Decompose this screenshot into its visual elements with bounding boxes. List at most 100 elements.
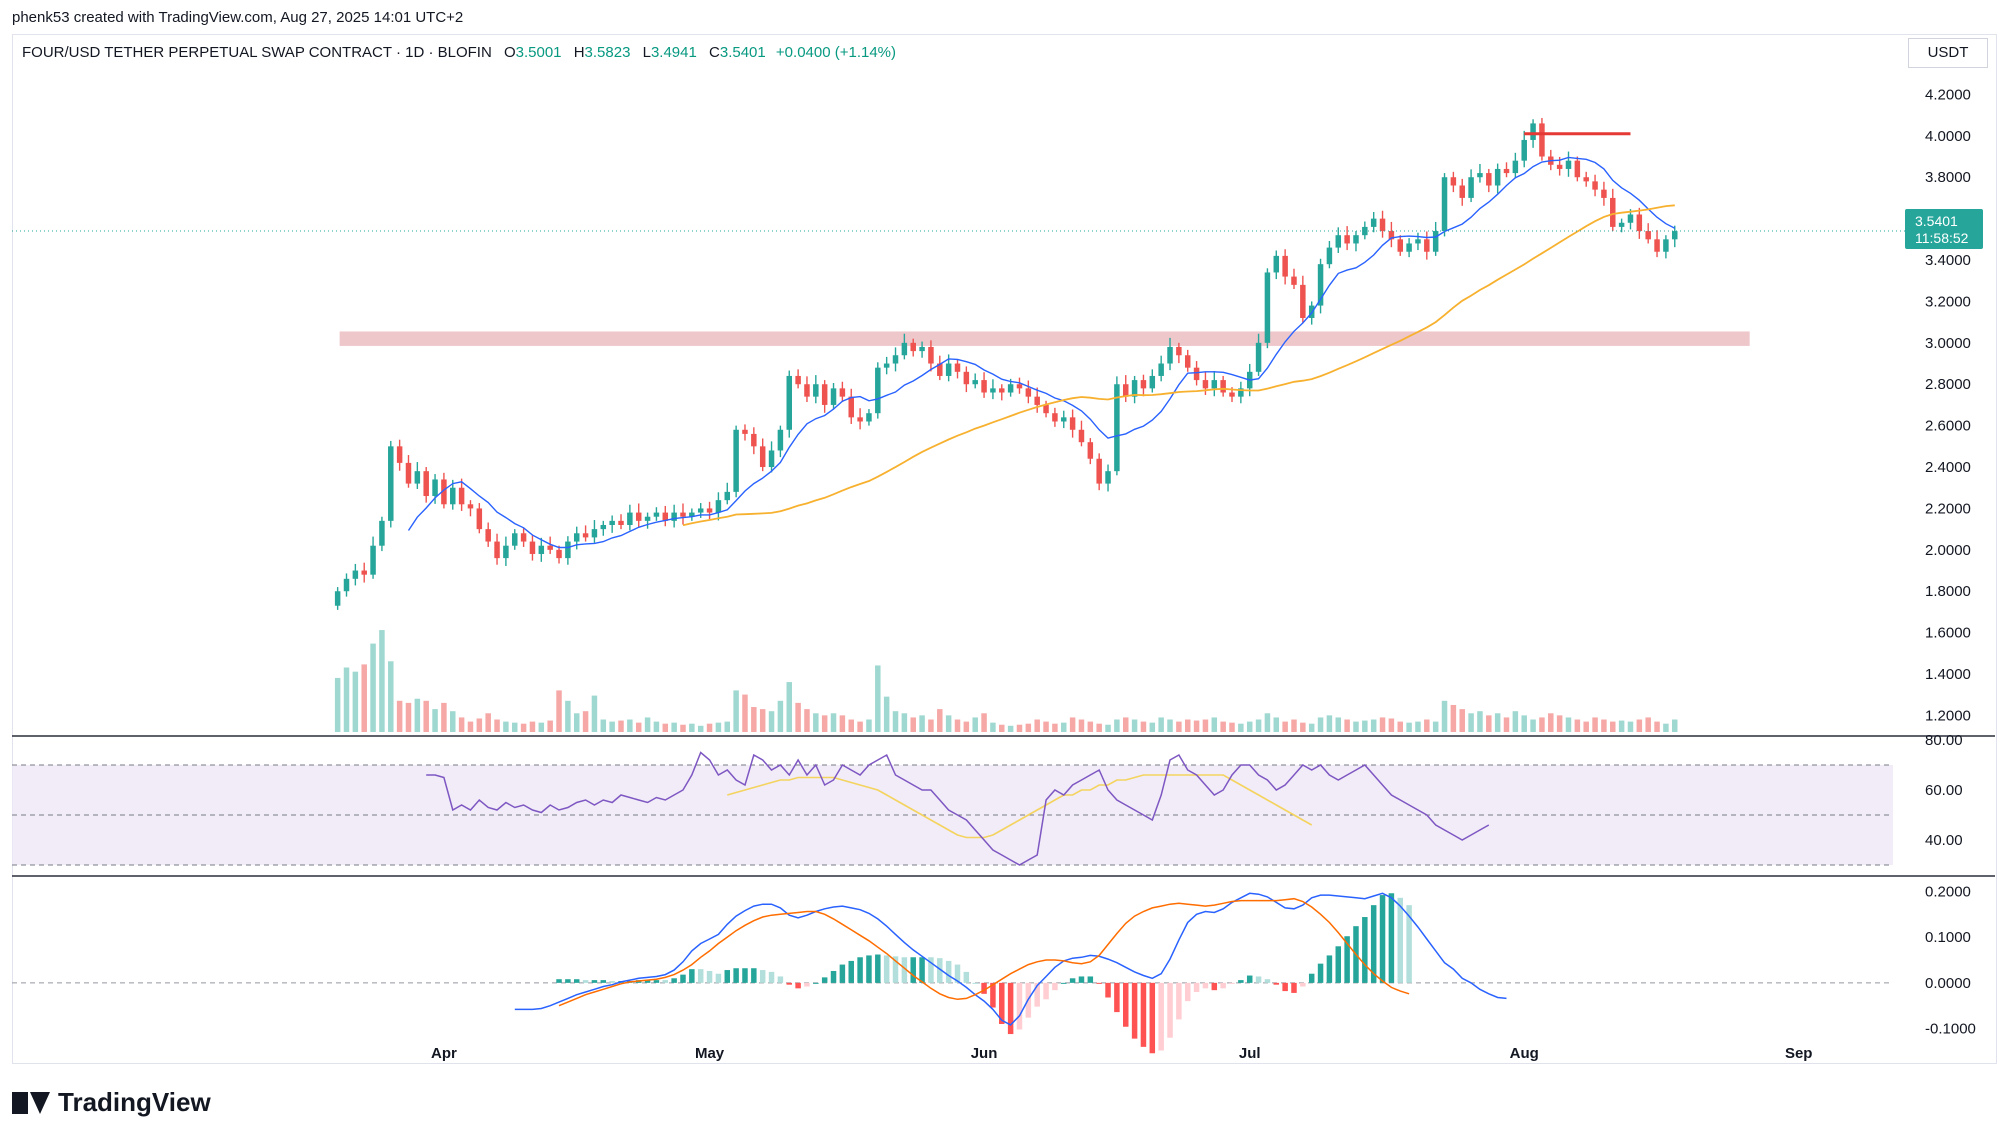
chart-canvas[interactable]: 4.20004.00003.80003.60003.40003.20003.00… (0, 0, 2000, 1070)
price-axis-label: 2.2000 (1925, 500, 1971, 517)
moving-averages (407, 156, 1676, 549)
candle-body (609, 520, 615, 525)
macd-histogram-bar (928, 957, 934, 983)
macd-histogram-bar (839, 964, 846, 983)
volume-bar (512, 722, 518, 732)
candle-body (945, 363, 952, 376)
candle-body (804, 384, 810, 397)
candle-body (618, 520, 624, 525)
macd-histogram-bar (600, 980, 607, 983)
candle-body (644, 516, 651, 521)
resistance-zone (339, 331, 1750, 346)
price-axis-label: 1.4000 (1925, 666, 1971, 683)
volume-bar (945, 715, 952, 732)
volume-bar (1034, 719, 1040, 732)
open-value: 3.5001 (515, 44, 562, 61)
price-axis-label: 2.0000 (1925, 542, 1971, 559)
volume-bar (1300, 722, 1306, 732)
volume-bar (520, 723, 527, 732)
macd-histogram-bar (857, 957, 863, 983)
candle-body (1193, 367, 1200, 381)
volume-bar (414, 698, 421, 732)
macd-histogram-bar (901, 957, 908, 983)
volume-bar (715, 722, 722, 732)
candle-body (689, 512, 695, 517)
volume-bar (1415, 721, 1421, 732)
time-axis[interactable]: Apr May Jun Jul Aug Sep (431, 1045, 1812, 1062)
candle-body (405, 462, 412, 484)
volume-bar (1601, 719, 1607, 732)
macd-histogram-bar (609, 981, 615, 983)
time-axis-label: May (695, 1045, 725, 1062)
volume-bar (1362, 720, 1368, 732)
candle-body (1441, 177, 1448, 232)
candle-body (485, 529, 491, 542)
candle-body (1601, 189, 1607, 198)
volume-bar (1645, 717, 1651, 732)
volume-bar (476, 718, 483, 732)
symbol-title[interactable]: FOUR/USD TETHER PERPETUAL SWAP CONTRACT … (22, 44, 492, 61)
price-axis[interactable]: 4.20004.00003.80003.60003.40003.20003.00… (1925, 86, 1971, 724)
candle-body (883, 363, 890, 368)
macd-histogram-bar (1176, 982, 1182, 1020)
price-axis-label: 3.8000 (1925, 169, 1971, 186)
volume-bar (591, 695, 598, 732)
high-value: 3.5823 (584, 44, 631, 61)
volume-bar (724, 721, 731, 732)
candle-body (467, 504, 474, 509)
volume-bar (432, 709, 438, 732)
pane-separators[interactable] (12, 735, 1995, 877)
price-tag-bg (1905, 209, 1983, 249)
macd-histogram-bar (1238, 980, 1244, 983)
volume-bar (848, 719, 854, 732)
volume-bar (742, 694, 748, 732)
volume-bar (370, 643, 376, 732)
candle-body (1654, 239, 1660, 252)
candle-body (1618, 222, 1625, 227)
macd-histogram-bar (875, 954, 881, 983)
volume-bar (1503, 717, 1510, 732)
candle-body (1220, 380, 1226, 393)
macd-histogram-bar (1220, 982, 1226, 989)
volume-bar (1654, 721, 1660, 732)
macd-histogram-bar (1052, 982, 1058, 991)
candle-body (1645, 231, 1651, 240)
candle-body (751, 433, 757, 447)
macd-histogram-bar (1158, 982, 1164, 1051)
macd-histogram-bar (1300, 982, 1306, 987)
price-tag: 3.5401 11:58:52 (1905, 209, 1983, 249)
change-value: +0.0400 (+1.14%) (775, 44, 897, 61)
macd-histogram-bar (751, 968, 757, 983)
volume-bar (653, 721, 660, 732)
volume-bar (343, 667, 350, 732)
volume-bar (954, 719, 961, 732)
currency-selector[interactable]: USDT (1908, 38, 1988, 68)
candle-body (1300, 284, 1306, 318)
macd-histogram-bar (706, 970, 713, 983)
candle-body (848, 396, 854, 418)
candle-body (972, 380, 978, 385)
macd-histogram-bar (680, 974, 686, 983)
tradingview-logo[interactable]: TradingView (12, 1087, 211, 1118)
macd-histogram-bar (591, 980, 598, 983)
macd-histogram-bar (768, 971, 775, 983)
volume-bar (1326, 715, 1333, 732)
volume-bar (396, 700, 403, 732)
price-axis-label: 1.6000 (1925, 625, 1971, 642)
candle-body (1149, 375, 1156, 389)
candle-body (1521, 139, 1527, 161)
candlestick-series[interactable] (334, 118, 1678, 610)
candle-body (1592, 181, 1598, 190)
candle-body (627, 512, 633, 525)
candle-body (529, 541, 536, 554)
volume-bar (529, 721, 536, 732)
candle-body (1255, 342, 1262, 372)
zone-rect (339, 331, 1750, 346)
volume-bar (1370, 719, 1377, 732)
candle-body (1530, 123, 1536, 140)
volume-bar (644, 717, 651, 732)
ma-slow-line (682, 204, 1675, 527)
candle-body (1264, 272, 1271, 343)
candle-body (910, 342, 916, 352)
volume-bar (1052, 723, 1058, 732)
